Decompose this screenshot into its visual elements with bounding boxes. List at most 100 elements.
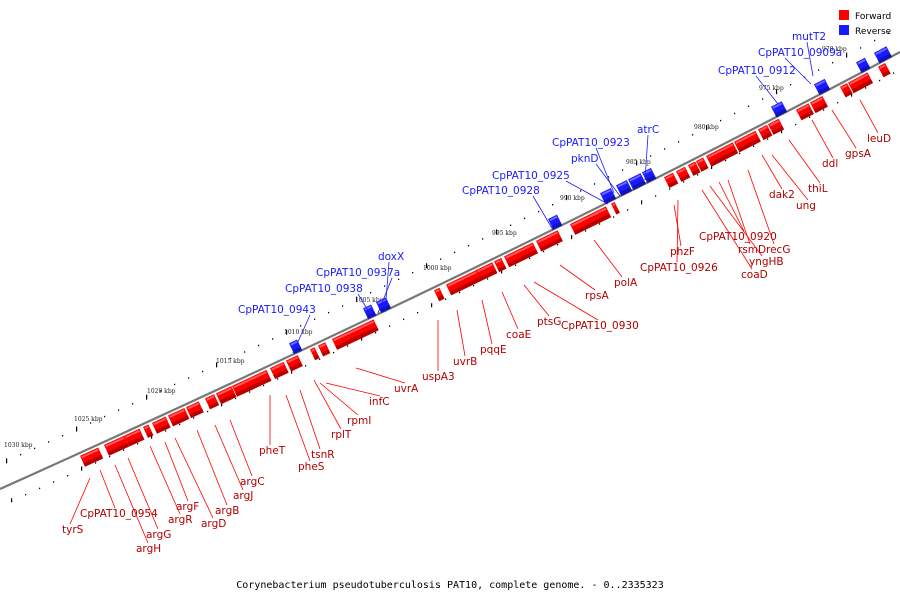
ruler-tick xyxy=(888,32,890,34)
gene-leader-line xyxy=(319,382,359,416)
reverse-gene-label: CpPAT10_0909a xyxy=(758,47,842,59)
ruler-tick xyxy=(440,258,442,260)
gene-leader-line xyxy=(676,199,679,263)
kbp-label: 990 kbp xyxy=(560,195,585,202)
gene-leader-line xyxy=(292,314,311,354)
kbp-label: 1000 kbp xyxy=(423,265,452,272)
ruler-tick xyxy=(81,466,83,471)
gene-leader-line xyxy=(229,419,253,477)
reverse-gene-label: pknD xyxy=(571,153,599,165)
gene-leader-line xyxy=(559,264,596,291)
gene-leader-line xyxy=(456,309,466,357)
ruler-tick xyxy=(697,174,699,176)
gene-leader-line xyxy=(709,185,763,257)
ruler-tick xyxy=(277,378,279,380)
forward-gene-label: polA xyxy=(614,277,638,289)
ruler-tick xyxy=(748,105,750,107)
ruler-tick xyxy=(417,311,419,314)
ruler-tick xyxy=(109,455,111,458)
ruler-tick xyxy=(76,426,78,432)
ruler-tick xyxy=(230,357,232,360)
gene-leader-line xyxy=(174,437,214,519)
ruler-tick xyxy=(319,358,321,360)
gene-leader-line xyxy=(718,181,745,232)
ruler-tick xyxy=(851,92,853,97)
ruler-tick xyxy=(123,449,125,451)
gene-leader-line xyxy=(788,139,821,184)
gene-leader-line xyxy=(377,277,393,314)
reverse-gene-block xyxy=(874,46,892,64)
forward-gene-label: argJ xyxy=(233,490,253,502)
ruler-tick xyxy=(398,278,400,281)
gene-leader-line xyxy=(313,379,342,430)
ruler-tick xyxy=(244,351,246,353)
ruler-tick xyxy=(389,325,391,327)
kbp-label: 985 kbp xyxy=(626,159,651,166)
ruler-tick xyxy=(566,195,568,201)
forward-gene-block xyxy=(810,96,828,114)
forward-gene-label: coaD xyxy=(741,269,768,281)
ruler-tick xyxy=(258,344,260,347)
gene-leader-line xyxy=(532,195,554,231)
ruler-tick xyxy=(11,498,13,503)
gene-leader-line xyxy=(784,57,812,85)
gene-leader-line xyxy=(501,291,519,330)
gene-leader-line xyxy=(644,134,649,181)
gene-leader-line xyxy=(357,293,373,318)
gene-leader-line xyxy=(755,75,779,105)
kbp-label: 980 kbp xyxy=(694,124,719,131)
forward-gene-label: infC xyxy=(369,396,390,408)
forward-gene-label: argC xyxy=(240,476,265,488)
gene-leader-line xyxy=(747,169,775,245)
gene-leader-line xyxy=(595,147,615,194)
forward-gene-label: rplT xyxy=(331,429,352,441)
forward-gene-label: yngHB xyxy=(749,256,784,268)
gene-leader-line xyxy=(325,382,381,397)
ruler-tick xyxy=(137,443,139,445)
ruler-tick xyxy=(165,430,167,432)
ruler-tick xyxy=(370,292,372,294)
forward-gene-block xyxy=(186,401,204,419)
ruler-tick xyxy=(249,391,251,393)
forward-gene-label: coaE xyxy=(506,329,531,341)
forward-gene-block xyxy=(80,447,104,467)
forward-gene-block xyxy=(270,361,289,380)
ruler-tick xyxy=(543,250,545,253)
gene-leader-line xyxy=(806,41,814,77)
gene-leader-line xyxy=(384,261,390,313)
gene-leader-line xyxy=(355,367,406,384)
ruler-tick xyxy=(669,188,671,190)
forward-gene-label: argR xyxy=(168,514,193,526)
ruler-tick xyxy=(48,441,50,443)
ruler-tick xyxy=(557,244,559,246)
legend-forward-swatch xyxy=(839,10,849,20)
ruler-tick xyxy=(314,318,316,320)
gene-leader-line xyxy=(701,189,753,270)
ruler-tick xyxy=(641,200,643,205)
kbp-label: 1010 kbp xyxy=(284,329,313,336)
ruler-tick xyxy=(118,409,120,411)
ruler-tick xyxy=(711,165,713,170)
legend-forward-label: Forward xyxy=(855,12,891,22)
gene-leader-line xyxy=(164,441,189,502)
ruler-tick xyxy=(179,423,181,426)
ruler-tick xyxy=(706,125,708,131)
ruler-tick xyxy=(613,216,615,218)
ruler-tick xyxy=(599,223,601,225)
forward-gene-block xyxy=(232,369,272,397)
ruler-tick xyxy=(515,264,517,266)
ruler-tick xyxy=(263,384,265,387)
gene-leader-line xyxy=(811,119,834,159)
ruler-tick xyxy=(426,263,428,269)
forward-gene-label: argG xyxy=(146,529,171,541)
gene-leader-line xyxy=(533,281,599,321)
forward-gene-block xyxy=(318,342,331,357)
forward-gene-block xyxy=(476,262,498,281)
kbp-label: 1020 kbp xyxy=(147,388,176,395)
ruler-tick xyxy=(454,251,456,254)
ruler-tick xyxy=(235,397,237,400)
ruler-tick xyxy=(445,298,447,300)
ruler-tick xyxy=(333,351,335,354)
ruler-tick xyxy=(832,61,834,64)
